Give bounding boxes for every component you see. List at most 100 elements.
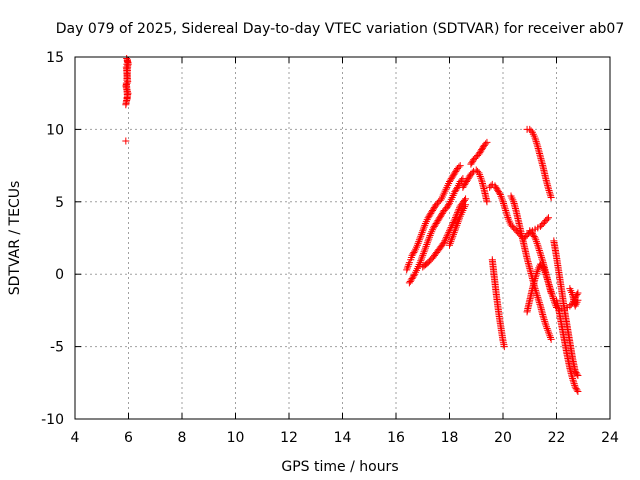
plot-frame	[74, 56, 611, 420]
data-point	[476, 171, 484, 179]
data-point	[459, 183, 467, 191]
data-point	[449, 232, 457, 240]
data-point	[547, 192, 555, 200]
data-point	[444, 202, 452, 210]
data-point	[536, 250, 544, 258]
data-point	[430, 222, 438, 230]
data-point	[451, 188, 459, 196]
data-point	[124, 60, 132, 68]
data-point	[404, 262, 412, 270]
data-point	[447, 175, 455, 183]
data-point	[453, 185, 461, 193]
data-point	[403, 266, 411, 274]
data-point	[436, 214, 444, 222]
data-point	[498, 196, 506, 204]
x-tick-label: 8	[178, 430, 187, 446]
data-point	[419, 251, 427, 259]
data-point	[549, 293, 557, 301]
data-point	[450, 229, 458, 237]
data-point	[544, 214, 552, 222]
y-tick-label: -5	[50, 340, 64, 356]
data-point	[448, 236, 456, 244]
data-point	[428, 208, 436, 216]
data-point	[544, 328, 552, 336]
data-point	[426, 211, 434, 219]
data-point	[534, 243, 542, 251]
data-point	[495, 188, 503, 196]
x-tick-labels: 4 6 8 10 12 14 16 18 20 22 24	[71, 430, 619, 446]
data-point	[573, 370, 581, 378]
data-point	[434, 217, 442, 225]
data-point	[414, 239, 422, 247]
data-point	[426, 231, 434, 239]
data-point	[463, 176, 471, 184]
data-point	[462, 178, 470, 186]
data-point	[540, 316, 548, 324]
data-point	[418, 253, 426, 261]
data-point	[540, 314, 548, 322]
data-point	[455, 205, 463, 213]
data-point	[475, 150, 483, 158]
chart-title: Day 079 of 2025, Sidereal Day-to-day VTE…	[56, 21, 625, 37]
data-point	[468, 169, 476, 177]
data-point	[416, 259, 424, 267]
y-axis-label: SDTVAR / TECUs	[7, 181, 23, 296]
data-point	[427, 209, 435, 217]
data-point	[531, 275, 539, 283]
data-point	[437, 212, 445, 220]
data-point	[545, 330, 553, 338]
data-point	[424, 214, 432, 222]
data-point	[541, 319, 549, 327]
data-point	[535, 245, 543, 253]
data-point	[465, 173, 473, 181]
data-point	[545, 187, 553, 195]
data-point	[408, 275, 416, 283]
data-point	[122, 137, 130, 145]
data-point	[500, 201, 508, 209]
data-point	[494, 186, 502, 194]
x-tick-label: 24	[601, 430, 619, 446]
data-point	[478, 146, 486, 154]
data-point	[421, 246, 429, 254]
data-point	[407, 276, 415, 284]
data-point	[467, 160, 475, 168]
data-point	[546, 190, 554, 198]
x-tick-label: 4	[71, 430, 80, 446]
data-point	[503, 212, 511, 220]
data-point	[455, 163, 463, 171]
data-point	[453, 221, 461, 229]
data-point	[483, 138, 491, 146]
data-point	[449, 220, 457, 228]
data-point	[574, 289, 582, 297]
x-tick-label: 6	[124, 430, 133, 446]
data-point	[122, 79, 130, 87]
data-point	[535, 299, 543, 307]
data-point	[420, 223, 428, 231]
data-point	[542, 321, 550, 329]
data-point	[533, 239, 541, 247]
data-point	[542, 323, 550, 331]
data-point	[460, 196, 468, 204]
data-point	[529, 231, 537, 239]
data-point	[539, 257, 547, 265]
data-point	[509, 196, 517, 204]
x-tick-label: 20	[494, 430, 512, 446]
data-point	[546, 332, 554, 340]
data-point	[536, 300, 544, 308]
data-point	[419, 225, 427, 233]
data-point	[543, 325, 551, 332]
data-point	[452, 186, 460, 194]
data-point	[532, 238, 540, 246]
data-point	[477, 174, 485, 182]
data-point	[423, 241, 431, 249]
data-point	[415, 236, 423, 244]
data-point	[533, 269, 541, 277]
x-tick-label: 10	[227, 430, 245, 446]
data-point	[446, 176, 454, 184]
data-point	[403, 264, 411, 272]
data-point	[446, 239, 454, 247]
data-point	[573, 386, 581, 394]
data-point	[456, 162, 464, 170]
y-tick-labels: -10 -5 0 5 10 15	[41, 50, 64, 428]
